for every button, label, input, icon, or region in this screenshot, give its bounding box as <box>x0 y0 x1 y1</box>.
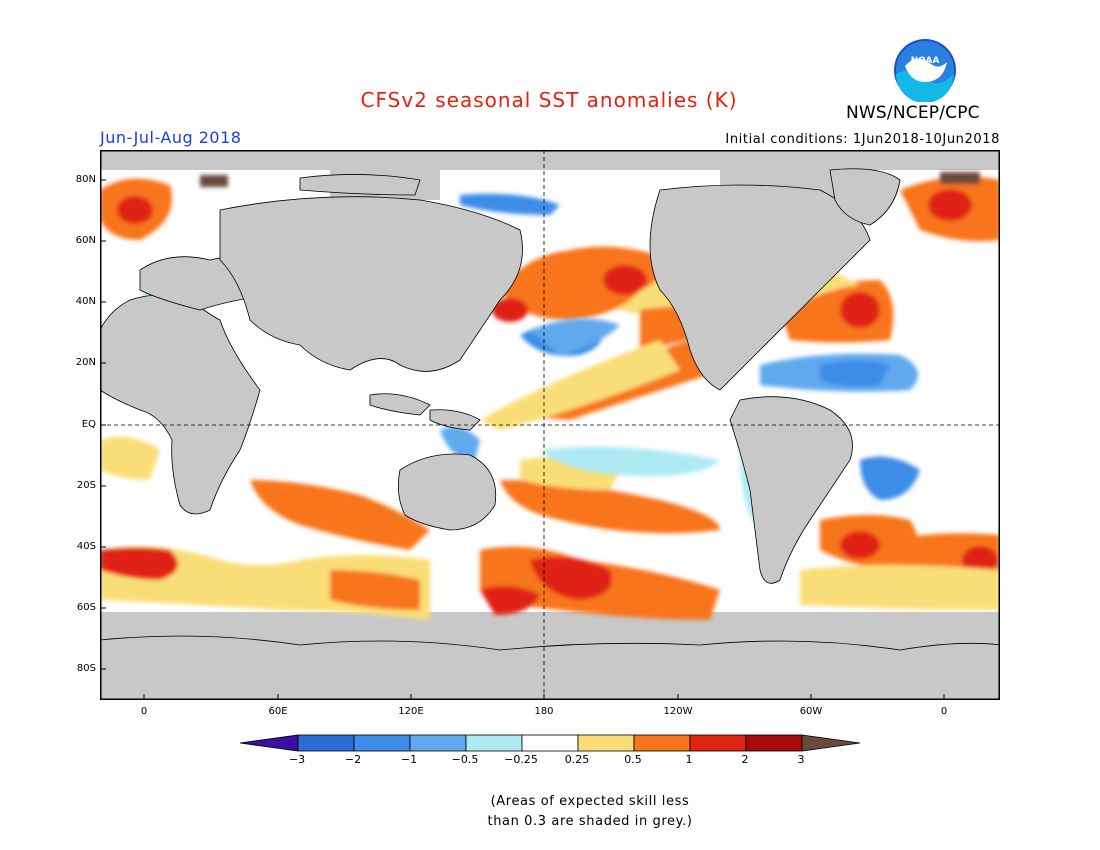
colorbar-upper-extension <box>801 734 861 752</box>
sst-anomaly-map <box>100 150 1000 700</box>
lat-label-20s: 20S <box>76 480 96 491</box>
lat-label-eq: EQ <box>81 419 96 430</box>
colorbar-tick: −1 <box>400 753 418 766</box>
lat-label-80s: 80S <box>76 663 96 674</box>
land-masses <box>100 168 1000 700</box>
colorbar-tick: 0.25 <box>564 753 590 766</box>
colorbar-cell <box>297 734 355 752</box>
colorbar-cell <box>689 734 747 752</box>
colorbar-tick: −0.5 <box>451 753 479 766</box>
colorbar-cell <box>633 734 691 752</box>
colorbar-cell <box>353 734 411 752</box>
initial-conditions: Initial conditions: 1Jun2018-10Jun2018 <box>725 132 1000 147</box>
colorbar-lower-extension <box>240 734 299 752</box>
colorbar-cell <box>465 734 523 752</box>
colorbar-tick: 1 <box>685 753 693 766</box>
logo-text: NOAA <box>911 56 940 66</box>
lat-label-60n: 60N <box>75 235 96 246</box>
lon-label-60w: 60W <box>799 706 823 717</box>
lat-label-80n: 80N <box>75 174 96 185</box>
footnote-line-2: than 0.3 are shaded in grey.) <box>487 814 693 829</box>
colorbar-tick: −0.25 <box>504 753 538 766</box>
lon-label-0: 0 <box>140 706 148 717</box>
colorbar-tick: 0.5 <box>624 753 642 766</box>
colorbar-tick: 3 <box>797 753 805 766</box>
footnote-line-1: (Areas of expected skill less <box>490 794 690 809</box>
lon-label-120e: 120E <box>398 706 424 717</box>
lat-label-40s: 40S <box>76 541 96 552</box>
lon-label-0-east: 0 <box>940 706 948 717</box>
lon-label-180: 180 <box>534 706 554 717</box>
colorbar-tick: −2 <box>344 753 362 766</box>
noaa-logo: NOAA <box>893 38 957 103</box>
colorbar-cell <box>521 734 579 752</box>
chart-title: CFSv2 seasonal SST anomalies (K) <box>360 88 738 112</box>
skill-footnote: (Areas of expected skill less than 0.3 a… <box>440 792 740 832</box>
colorbar-tick: 2 <box>741 753 749 766</box>
colorbar-cell <box>745 734 803 752</box>
colorbar-cell <box>577 734 635 752</box>
lon-label-120w: 120W <box>663 706 693 717</box>
colorbar-cell <box>409 734 467 752</box>
colorbar-tick: −3 <box>288 753 306 766</box>
lon-label-60e: 60E <box>268 706 288 717</box>
agency-label: NWS/NCEP/CPC <box>846 103 980 123</box>
lat-label-40n: 40N <box>75 296 96 307</box>
lat-label-20n: 20N <box>75 357 96 368</box>
season-label: Jun-Jul-Aug 2018 <box>100 128 242 147</box>
colorbar <box>240 734 861 752</box>
lat-label-60s: 60S <box>76 602 96 613</box>
